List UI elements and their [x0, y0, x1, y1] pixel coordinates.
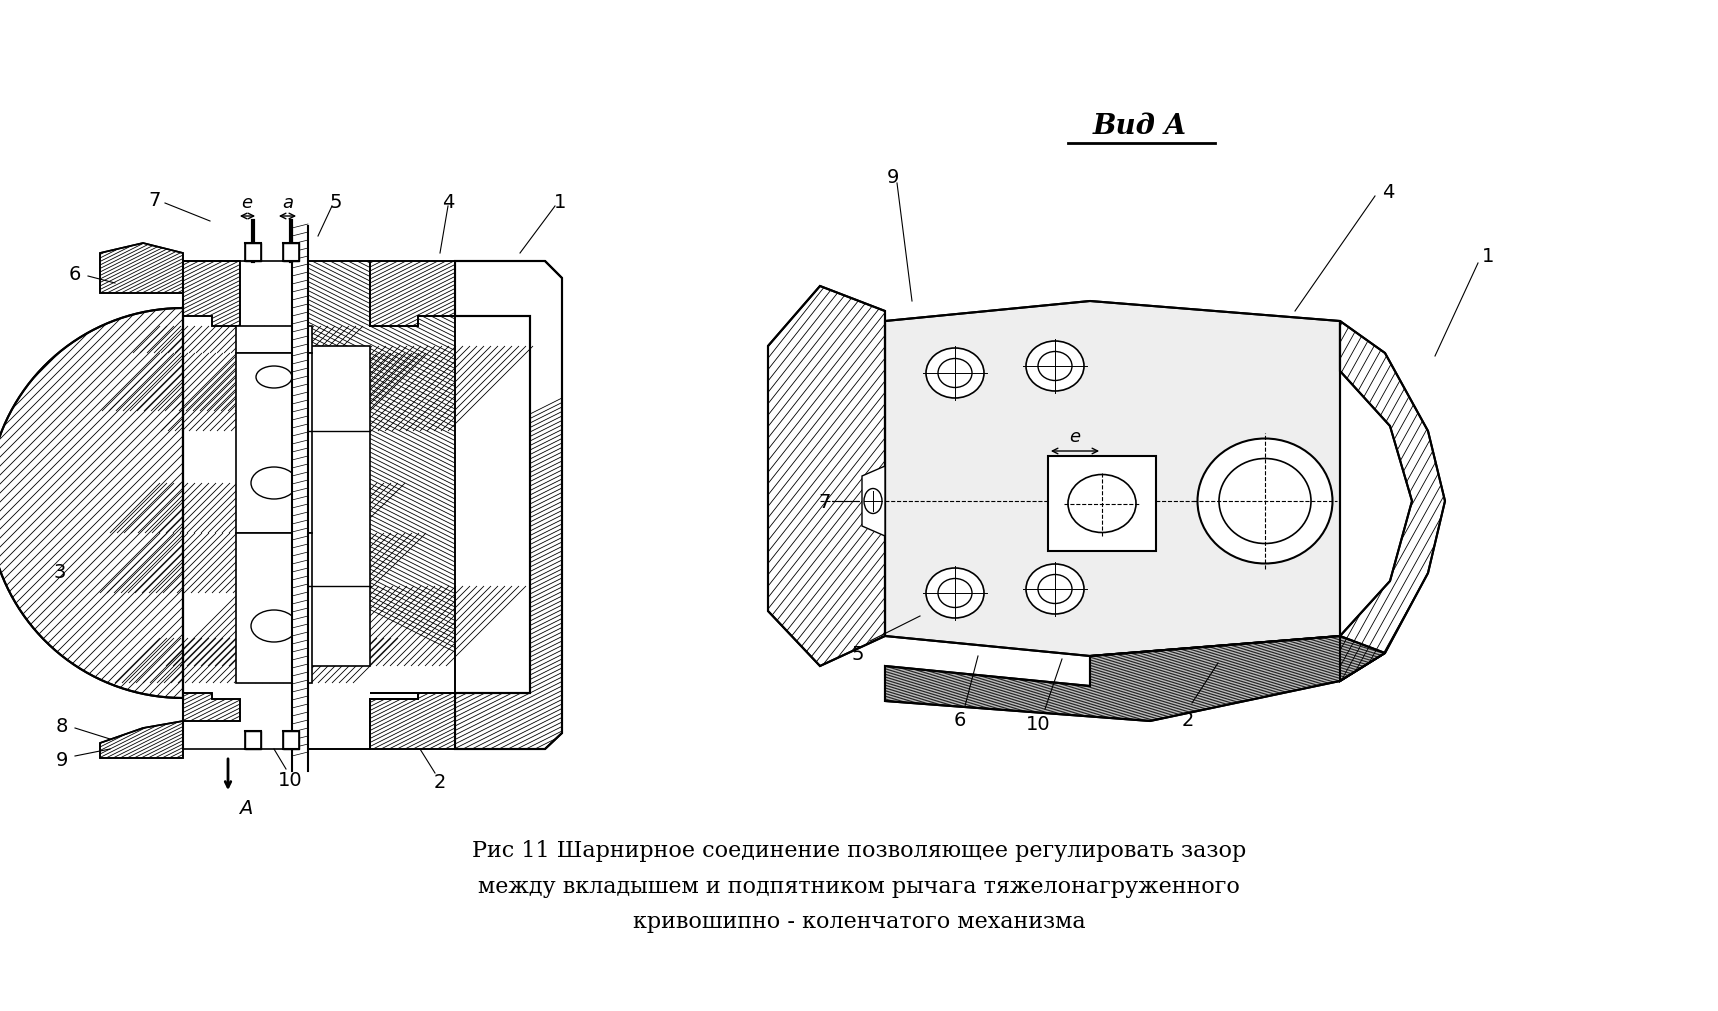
Text: 4: 4: [1381, 182, 1395, 201]
Bar: [235, 327, 313, 354]
Ellipse shape: [1038, 352, 1072, 381]
Text: 5: 5: [330, 192, 342, 211]
Polygon shape: [885, 636, 1385, 721]
Ellipse shape: [251, 467, 297, 499]
Ellipse shape: [926, 349, 984, 398]
Bar: [235, 354, 313, 411]
Bar: [283, 244, 299, 262]
Polygon shape: [862, 466, 885, 537]
Text: 2: 2: [1182, 710, 1194, 729]
Bar: [246, 731, 261, 749]
Text: Рис 11 Шарнирное соединение позволяющее регулировать зазор
между вкладышем и под: Рис 11 Шарнирное соединение позволяющее …: [472, 839, 1246, 932]
Ellipse shape: [1026, 342, 1084, 391]
Bar: [308, 586, 369, 666]
Polygon shape: [100, 721, 184, 758]
Text: $e$: $e$: [1069, 428, 1081, 446]
Polygon shape: [369, 694, 455, 749]
Bar: [235, 638, 313, 683]
Text: 8: 8: [55, 717, 69, 736]
Ellipse shape: [1220, 459, 1311, 544]
Bar: [235, 534, 313, 683]
Text: 4: 4: [442, 192, 454, 211]
Bar: [235, 327, 313, 354]
Text: $a$: $a$: [282, 194, 294, 211]
Ellipse shape: [1026, 564, 1084, 615]
Ellipse shape: [938, 579, 972, 608]
Bar: [308, 347, 369, 666]
Ellipse shape: [926, 568, 984, 619]
Text: Вид A: Вид A: [1093, 113, 1187, 140]
Text: 9: 9: [55, 750, 69, 768]
Ellipse shape: [251, 611, 297, 642]
Ellipse shape: [938, 359, 972, 388]
Ellipse shape: [864, 489, 881, 514]
Bar: [235, 534, 313, 593]
Bar: [283, 731, 299, 749]
Polygon shape: [455, 262, 562, 749]
Bar: [1048, 457, 1156, 551]
Bar: [292, 226, 308, 771]
Ellipse shape: [1038, 575, 1072, 604]
Text: 7: 7: [149, 190, 161, 209]
Text: 10: 10: [278, 769, 302, 789]
Polygon shape: [885, 301, 1340, 656]
Bar: [29, 131, 631, 831]
Text: 2: 2: [435, 771, 447, 791]
Polygon shape: [100, 244, 184, 294]
Bar: [235, 354, 313, 534]
Text: 5: 5: [852, 644, 864, 663]
Polygon shape: [768, 287, 885, 666]
Ellipse shape: [1197, 439, 1333, 564]
Polygon shape: [308, 262, 455, 749]
Text: 10: 10: [1026, 714, 1050, 733]
Text: 6: 6: [69, 264, 81, 283]
Text: 1: 1: [1483, 248, 1495, 266]
Polygon shape: [1340, 321, 1445, 681]
Text: $A$: $A$: [239, 799, 253, 817]
Ellipse shape: [1069, 475, 1136, 533]
Bar: [308, 347, 369, 432]
Text: 3: 3: [53, 562, 67, 581]
Text: 7: 7: [819, 492, 832, 511]
Polygon shape: [369, 262, 455, 327]
Polygon shape: [184, 262, 241, 327]
Bar: [235, 483, 313, 534]
Bar: [246, 244, 261, 262]
Ellipse shape: [256, 367, 292, 388]
Text: 1: 1: [553, 192, 567, 211]
Polygon shape: [0, 306, 184, 700]
Text: 6: 6: [953, 710, 966, 729]
Text: 9: 9: [886, 168, 899, 186]
Polygon shape: [184, 694, 241, 749]
Text: $e$: $e$: [241, 194, 254, 211]
